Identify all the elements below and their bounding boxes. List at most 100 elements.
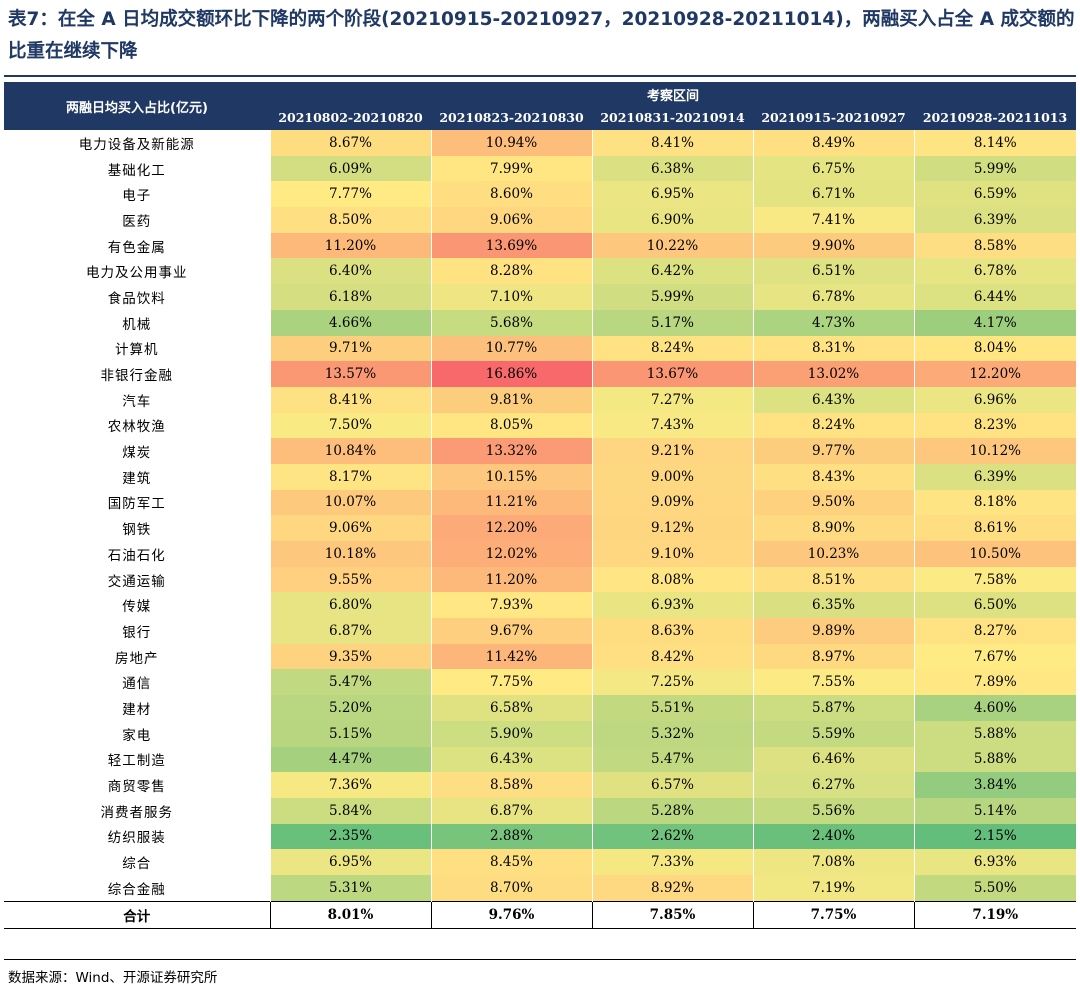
heatmap-cell: 5.68%	[430, 309, 592, 336]
heatmap-cell: 6.90%	[591, 207, 753, 233]
heatmap-cell: 5.32%	[591, 720, 753, 747]
table-row: 国防军工 10.07% 11.21% 9.09% 9.50% 8.18%	[4, 489, 1077, 516]
heatmap-cell: 6.18%	[269, 284, 431, 310]
heatmap-cell: 12.20%	[430, 515, 592, 541]
table-row: 基础化工 6.09% 7.99% 6.38% 6.75% 5.99%	[4, 155, 1077, 182]
corner-header: 两融日均买入占比(亿元)	[4, 82, 270, 130]
heatmap-cell: 6.96%	[913, 386, 1077, 413]
heatmap-cell: 7.67%	[913, 643, 1077, 670]
heatmap-cell: 5.88%	[913, 746, 1077, 773]
heatmap-cell: 6.95%	[591, 181, 753, 208]
row-label: 食品饮料	[4, 284, 270, 310]
row-label: 电子	[4, 181, 270, 208]
column-header: 20210831-20210914	[592, 104, 753, 130]
heatmap-cell: 6.78%	[752, 284, 914, 310]
heatmap-cell: 9.21%	[591, 438, 753, 464]
table-row: 医药 8.50% 9.06% 6.90% 7.41% 6.39%	[4, 207, 1077, 233]
table-row: 电子 7.77% 8.60% 6.95% 6.71% 6.59%	[4, 181, 1077, 208]
heatmap-cell: 5.59%	[752, 720, 914, 747]
heatmap-cell: 5.88%	[913, 720, 1077, 747]
heatmap-cell: 6.50%	[913, 592, 1077, 619]
heatmap-cell: 5.14%	[913, 797, 1077, 824]
heatmap-cell: 8.27%	[913, 618, 1077, 644]
heatmap-cell: 8.60%	[430, 181, 592, 208]
row-label: 非银行金融	[4, 361, 270, 387]
heatmap-cell: 2.15%	[913, 823, 1077, 850]
heatmap-cell: 8.08%	[591, 566, 753, 593]
total-cell: 8.01%	[269, 900, 431, 929]
heatmap-cell: 4.17%	[913, 309, 1077, 336]
heatmap-cell: 9.06%	[430, 207, 592, 233]
table-row: 交通运输 9.55% 11.20% 8.08% 8.51% 7.58%	[4, 566, 1077, 593]
heatmap-cell: 7.25%	[591, 669, 753, 696]
heatmap-cell: 6.93%	[913, 849, 1077, 875]
table-row: 电力及公用事业 6.40% 8.28% 6.42% 6.51% 6.78%	[4, 258, 1077, 285]
row-label: 电力设备及新能源	[4, 130, 270, 156]
table-row: 电力设备及新能源 8.67% 10.94% 8.41% 8.49% 8.14%	[4, 130, 1077, 156]
heatmap-cell: 5.28%	[591, 797, 753, 824]
heatmap-cell: 8.50%	[269, 207, 431, 233]
heatmap-cell: 8.58%	[913, 232, 1077, 259]
row-label: 石油石化	[4, 541, 270, 567]
heatmap-cell: 7.93%	[430, 592, 592, 619]
total-cell: 7.19%	[913, 900, 1077, 929]
heatmap-cell: 8.61%	[913, 515, 1077, 541]
heatmap-cell: 5.99%	[591, 284, 753, 310]
row-label: 商贸零售	[4, 772, 270, 798]
heatmap-cell: 8.63%	[591, 618, 753, 644]
heatmap-cell: 5.56%	[752, 797, 914, 824]
heatmap-cell: 9.89%	[752, 618, 914, 644]
table-row: 食品饮料 6.18% 7.10% 5.99% 6.78% 6.44%	[4, 284, 1077, 310]
total-cell: 7.85%	[591, 900, 753, 929]
total-label: 合计	[4, 900, 270, 929]
table-row: 计算机 9.71% 10.77% 8.24% 8.31% 8.04%	[4, 335, 1077, 362]
heatmap-cell: 5.31%	[269, 874, 431, 902]
total-row: 合计 8.01% 9.76% 7.85% 7.75% 7.19%	[4, 900, 1077, 929]
column-header: 20210802-20210820	[270, 104, 431, 130]
heatmap-cell: 2.88%	[430, 823, 592, 850]
row-label: 计算机	[4, 335, 270, 362]
heatmap-cell: 7.50%	[269, 412, 431, 439]
heatmap-cell: 6.71%	[752, 181, 914, 208]
row-label: 煤炭	[4, 438, 270, 464]
row-label: 家电	[4, 720, 270, 747]
heatmap-cell: 2.35%	[269, 823, 431, 850]
heatmap-cell: 6.51%	[752, 258, 914, 285]
heatmap-cell: 9.71%	[269, 335, 431, 362]
heatmap-cell: 8.28%	[430, 258, 592, 285]
table-row: 传媒 6.80% 7.93% 6.93% 6.35% 6.50%	[4, 592, 1077, 619]
heatmap-cell: 8.90%	[752, 515, 914, 541]
heatmap-cell: 7.27%	[591, 386, 753, 413]
heatmap-cell: 8.14%	[913, 130, 1077, 156]
table-row: 汽车 8.41% 9.81% 7.27% 6.43% 6.96%	[4, 386, 1077, 413]
heatmap-cell: 13.67%	[591, 361, 753, 387]
heatmap-cell: 9.77%	[752, 438, 914, 464]
heatmap-cell: 6.43%	[430, 746, 592, 773]
table-row: 商贸零售 7.36% 8.58% 6.57% 6.27% 3.84%	[4, 772, 1077, 798]
heatmap-cell: 6.75%	[752, 155, 914, 182]
heatmap-cell: 6.44%	[913, 284, 1077, 310]
heatmap-cell: 6.35%	[752, 592, 914, 619]
table-row: 家电 5.15% 5.90% 5.32% 5.59% 5.88%	[4, 720, 1077, 747]
heatmap-cell: 8.41%	[591, 130, 753, 156]
heatmap-cell: 11.20%	[430, 566, 592, 593]
heatmap-cell: 9.50%	[752, 489, 914, 516]
table-row: 纺织服装 2.35% 2.88% 2.62% 2.40% 2.15%	[4, 823, 1077, 850]
heatmap-cell: 6.46%	[752, 746, 914, 773]
table-row: 非银行金融 13.57% 16.86% 13.67% 13.02% 12.20%	[4, 361, 1077, 387]
heatmap-cell: 13.57%	[269, 361, 431, 387]
row-label: 综合	[4, 849, 270, 875]
heatmap-cell: 8.31%	[752, 335, 914, 362]
row-label: 传媒	[4, 592, 270, 619]
heatmap-cell: 7.89%	[913, 669, 1077, 696]
heatmap-cell: 10.12%	[913, 438, 1077, 464]
heatmap-cell: 11.21%	[430, 489, 592, 516]
heatmap-cell: 6.39%	[913, 207, 1077, 233]
heatmap-cell: 8.67%	[269, 130, 431, 156]
row-label: 机械	[4, 309, 270, 336]
heatmap-cell: 5.50%	[913, 874, 1077, 902]
heatmap-cell: 7.08%	[752, 849, 914, 875]
heatmap-cell: 4.73%	[752, 309, 914, 336]
row-label: 医药	[4, 207, 270, 233]
row-label: 轻工制造	[4, 746, 270, 773]
